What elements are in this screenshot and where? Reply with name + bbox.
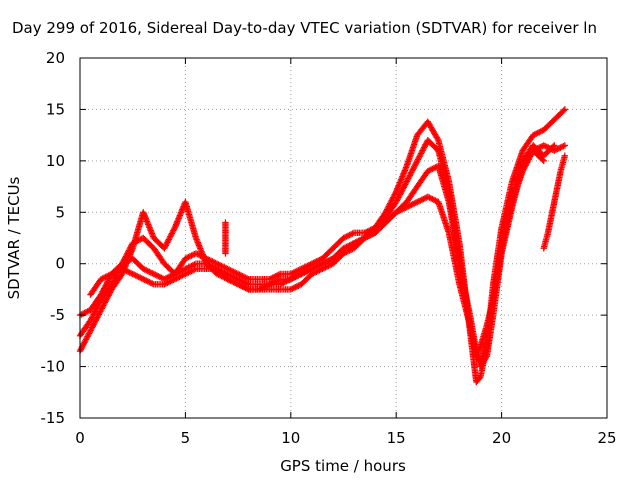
x-tick-label: 20 [492,429,511,447]
data-marker [560,107,567,114]
data-point [561,152,569,159]
data-marker [170,225,178,233]
series-track-5 [540,152,569,252]
y-tick-label: 10 [46,152,65,170]
series-track-4 [87,147,547,360]
y-tick-label: -5 [50,306,65,324]
axis-ticks: 0 5 10 15 20 25 -15 -10 -5 0 5 10 15 20 [41,49,617,447]
x-tick-label: 10 [281,429,300,447]
plot-frame [79,57,608,419]
chart-title: Day 299 of 2016, Sidereal Day-to-day VTE… [12,19,597,37]
data-layer [76,106,569,386]
y-tick-label: 0 [55,255,65,273]
x-tick-label: 5 [181,429,191,447]
data-marker [476,374,483,382]
y-tick-label: -15 [41,409,66,427]
y-tick-label: 20 [46,49,65,67]
y-tick-label: 15 [46,100,65,118]
data-marker [434,135,441,143]
data-point [561,142,569,149]
x-tick-label: 15 [387,429,406,447]
x-axis-label: GPS time / hours [280,457,406,475]
x-tick-label: 0 [75,429,85,447]
series-spike [222,219,229,257]
data-point [540,157,547,165]
data-marker [482,354,490,361]
data-marker [222,219,229,226]
y-tick-label: -10 [41,358,66,376]
data-marker [539,156,546,163]
y-tick-label: 5 [55,203,65,221]
data-point [561,106,569,113]
x-tick-label: 25 [597,429,616,447]
y-axis-label: SDTVAR / TECUs [5,176,23,299]
